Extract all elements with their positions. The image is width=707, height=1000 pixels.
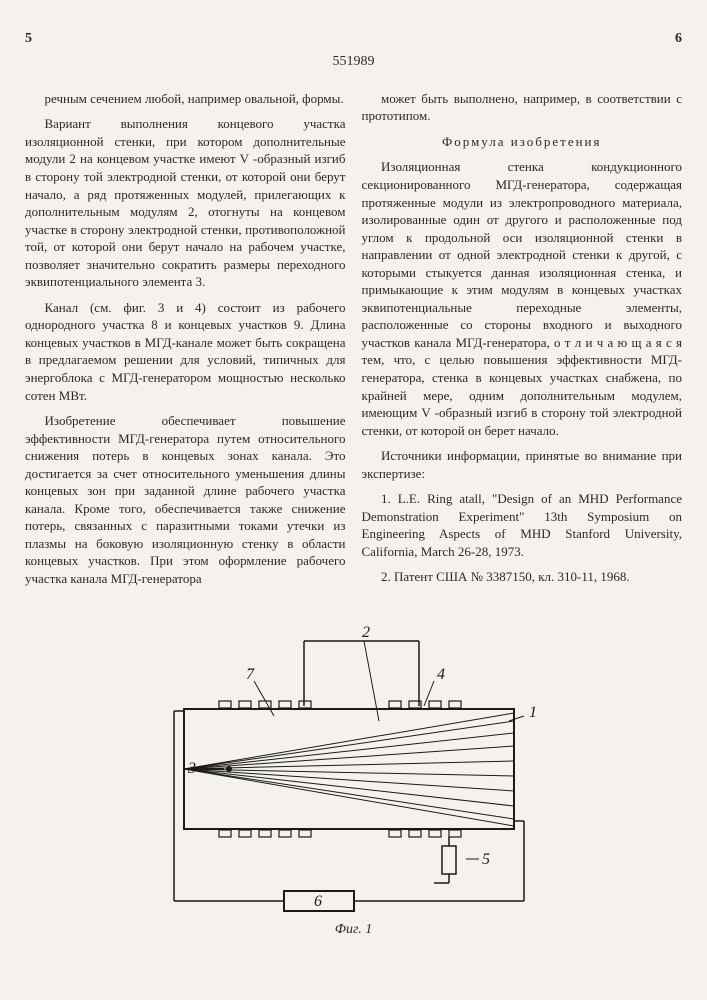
left-column: речным сечением любой, например овальной… xyxy=(25,90,346,596)
text-columns: речным сечением любой, например овальной… xyxy=(25,90,682,596)
left-p1: речным сечением любой, например овальной… xyxy=(25,90,346,108)
right-column: может быть выполнено, например, в соотве… xyxy=(362,90,683,596)
fig-label-2: 2 xyxy=(362,624,370,641)
fig-label-7: 7 xyxy=(246,666,255,683)
figure-svg: 1 2 3 4 5 6 7 xyxy=(104,621,604,921)
figure-1: 1 2 3 4 5 6 7 Фиг. 1 xyxy=(25,621,682,940)
fig-label-5: 5 xyxy=(482,851,490,868)
ref2: 2. Патент США № 3387150, кл. 310-11, 196… xyxy=(362,568,683,586)
fig-label-4: 4 xyxy=(437,666,445,683)
left-p2: Вариант выполнения концевого участка изо… xyxy=(25,115,346,290)
ref1: 1. L.E. Ring atall, "Design of an MHD Pe… xyxy=(362,490,683,560)
fig-label-1: 1 xyxy=(529,704,537,721)
right-p1: может быть выполнено, например, в соотве… xyxy=(362,90,683,125)
page-right: 6 xyxy=(675,30,682,49)
left-p4: Изобретение обеспечивает повышение эффек… xyxy=(25,412,346,587)
header-row: 5 6 xyxy=(25,30,682,49)
right-p2: Изоляционная стенка кондукционного секци… xyxy=(362,158,683,439)
fig-label-3: 3 xyxy=(187,760,196,777)
formula-title: Формула изобретения xyxy=(362,133,683,151)
fig-label-6: 6 xyxy=(314,893,322,910)
doc-number: 551989 xyxy=(25,53,682,72)
page-left: 5 xyxy=(25,30,32,49)
figure-caption: Фиг. 1 xyxy=(25,921,682,940)
left-p3: Канал (см. фиг. 3 и 4) состоит из рабоче… xyxy=(25,299,346,404)
refs-title: Источники информации, принятые во вниман… xyxy=(362,447,683,482)
